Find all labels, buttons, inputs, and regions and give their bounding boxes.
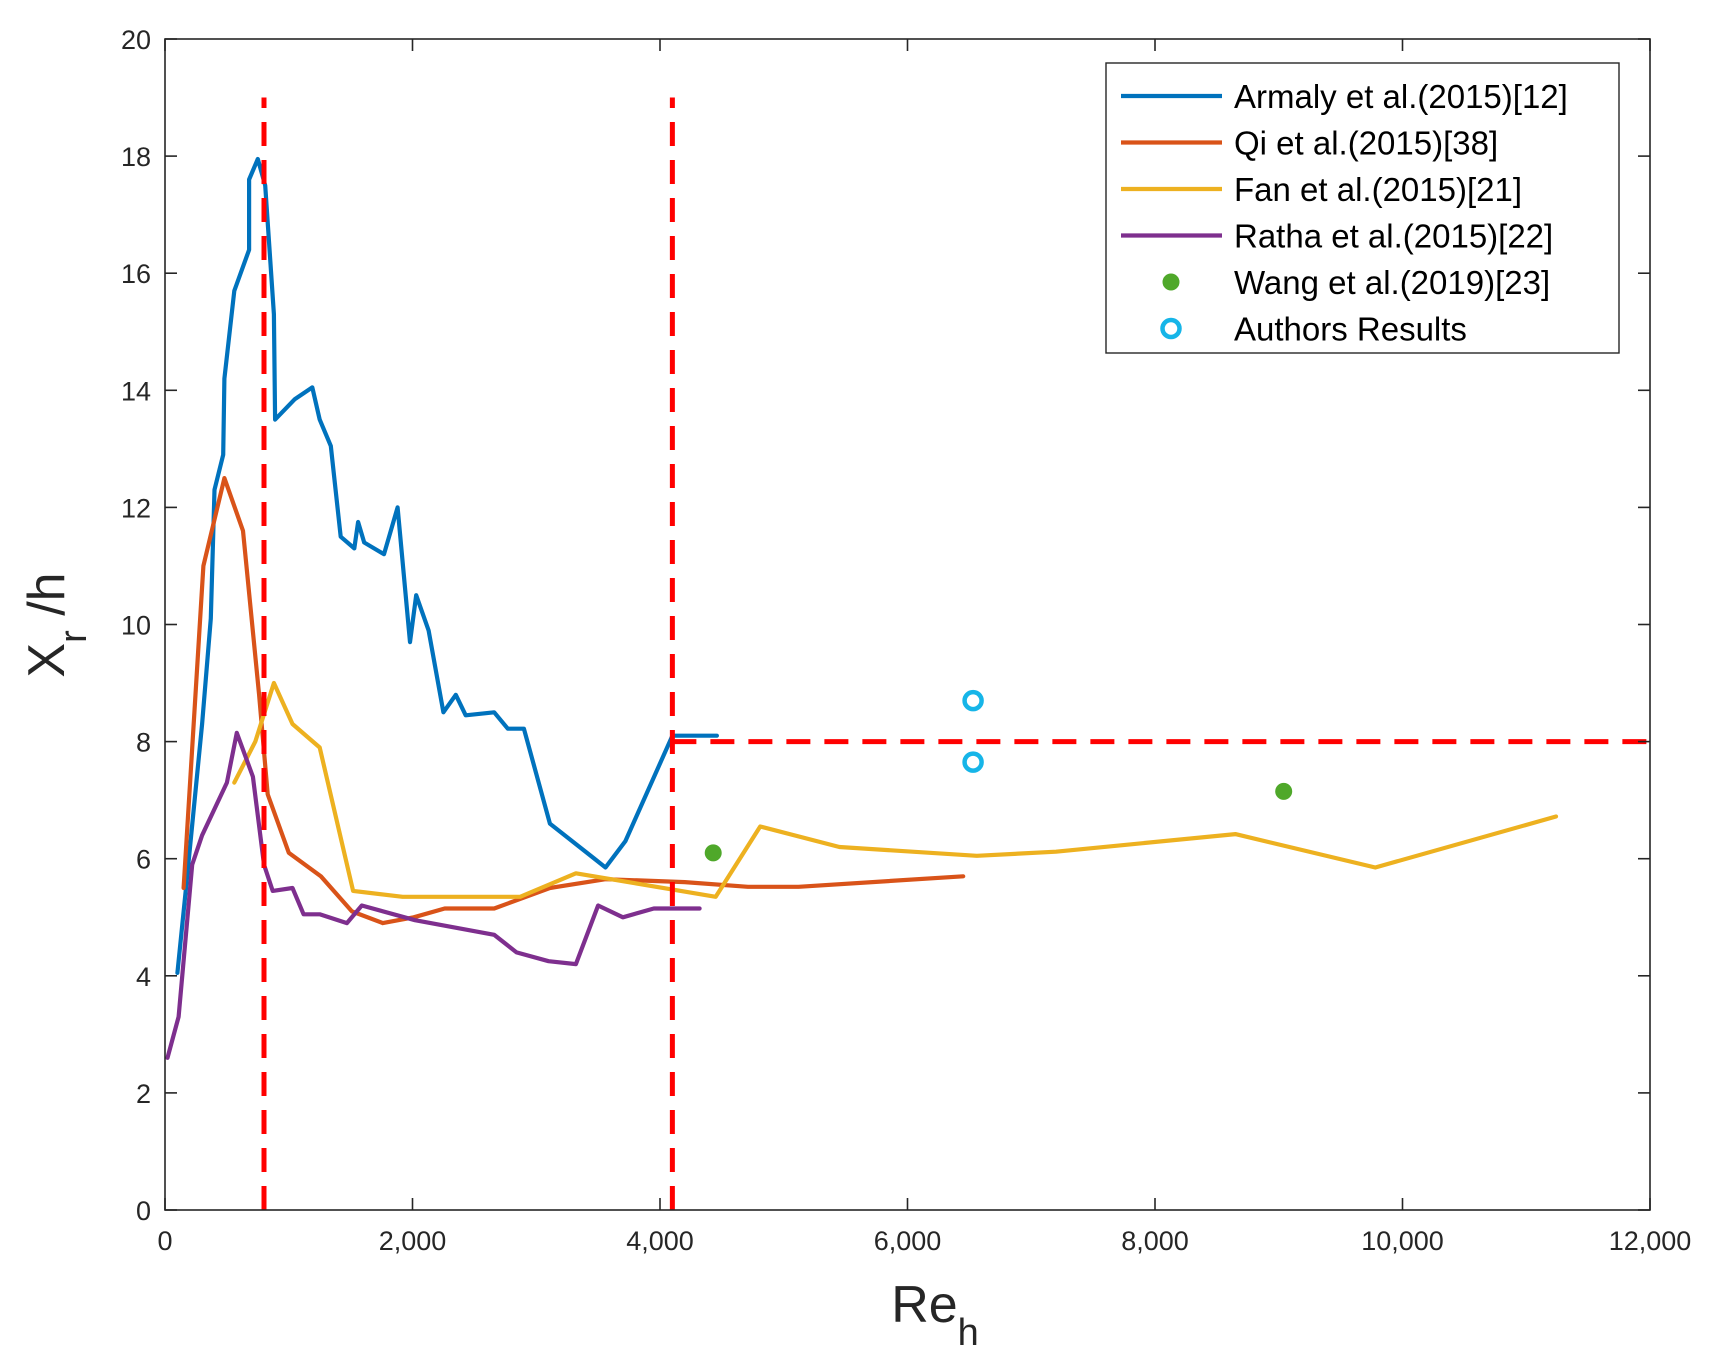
legend-entries: Armaly et al.(2015)[12] Qi et al.(2015)[3… <box>1121 78 1568 348</box>
y-tick-label: 6 <box>136 845 151 875</box>
legend-box <box>1105 62 1620 354</box>
data-point-wang-et-al-2019-23-2 <box>1275 782 1293 800</box>
series-line-armaly-et-al-2015-12 <box>175 156 719 975</box>
y-tick-label: 4 <box>136 962 151 992</box>
y-tick-label: 8 <box>136 728 151 758</box>
y-tick-label: 10 <box>121 611 151 641</box>
series-line-fan-et-al-2015-21 <box>232 680 1559 899</box>
y-tick-label: 18 <box>121 142 151 172</box>
plot-area <box>165 97 1650 1210</box>
x-axis-label-sub: h <box>958 1312 979 1354</box>
x-axis-label-main: Re <box>891 1276 957 1334</box>
axis-ticks: 0 2,000 4,000 6,000 8,000 10,000 12,000 0 2 4 6 8 10… <box>121 25 1691 1256</box>
y-axis-label-suffix: /h <box>18 572 76 630</box>
x-tick-label: 12,000 <box>1609 1226 1692 1256</box>
legend-entry-authors-results-label: Authors Results <box>1234 311 1467 348</box>
y-tick-label: 20 <box>121 25 151 55</box>
legend-entry-wang-et-al-2019-23-label: Wang et al.(2019)[23] <box>1234 264 1550 301</box>
y-tick-label: 14 <box>121 376 151 406</box>
legend-entry-armaly-et-al-2015-12-label: Armaly et al.(2015)[12] <box>1234 78 1568 115</box>
y-axis-label: Xr /h <box>18 572 95 677</box>
data-point-authors-results-2 <box>962 751 984 773</box>
data-point-wang-et-al-2019-23-1 <box>704 844 722 862</box>
y-tick-label: 12 <box>121 493 151 523</box>
y-tick-label: 2 <box>136 1079 151 1109</box>
y-tick-label: 0 <box>136 1196 151 1226</box>
x-tick-label: 2,000 <box>379 1226 447 1256</box>
y-tick-label: 16 <box>121 259 151 289</box>
legend: Armaly et al.(2015)[12] Qi et al.(2015)[3… <box>1105 62 1620 354</box>
x-tick-label: 8,000 <box>1121 1226 1189 1256</box>
y-axis-label-main: X <box>18 643 76 678</box>
x-tick-label: 4,000 <box>626 1226 694 1256</box>
legend-entry-fan-et-al-2015-21-label: Fan et al.(2015)[21] <box>1234 171 1522 208</box>
legend-entry-qi-et-al-2015-38-label: Qi et al.(2015)[38] <box>1234 125 1498 162</box>
series-line-ratha-et-al-2015-22 <box>165 730 702 1060</box>
y-axis-label-sub: r <box>53 630 95 643</box>
x-tick-label: 10,000 <box>1361 1226 1444 1256</box>
series-line-qi-et-al-2015-38 <box>181 476 966 926</box>
data-point-authors-results-1 <box>962 689 984 712</box>
x-tick-label: 0 <box>157 1226 172 1256</box>
legend-entry-ratha-et-al-2015-22-label: Ratha et al.(2015)[22] <box>1234 218 1553 255</box>
x-tick-label: 6,000 <box>874 1226 942 1256</box>
legend-entry-authors-results-swatch <box>1160 317 1182 340</box>
legend-entry-wang-et-al-2019-23-swatch <box>1162 273 1180 291</box>
x-axis-label: Reh <box>891 1276 979 1354</box>
